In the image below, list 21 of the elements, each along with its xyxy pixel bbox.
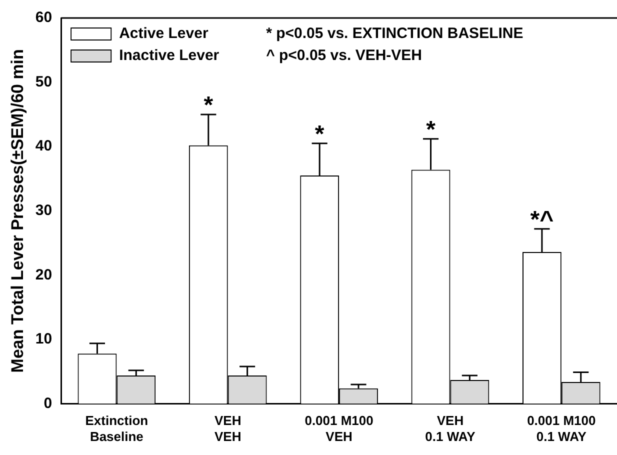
y-tick-label: 0 bbox=[44, 394, 52, 412]
x-tick-label: VEH 0.1 WAY bbox=[425, 413, 476, 444]
y-tick-label: 10 bbox=[35, 330, 52, 348]
y-axis-title: Mean Total Lever Presses(±SEM)/60 min bbox=[8, 49, 27, 373]
annotation: *^ bbox=[530, 206, 554, 234]
y-tick-label: 30 bbox=[35, 202, 52, 220]
annotation: * bbox=[314, 121, 325, 148]
y-tick-label: 20 bbox=[35, 266, 52, 284]
x-tick-label: 0.001 M100 0.1 WAY bbox=[527, 413, 596, 444]
annotation: * bbox=[426, 116, 436, 144]
x-tick-label: Extinction Baseline bbox=[85, 413, 148, 444]
x-tick-label: 0.001 M100 VEH bbox=[304, 413, 374, 444]
legend-label: Inactive Lever bbox=[119, 47, 220, 64]
y-tick-label: 40 bbox=[35, 138, 52, 155]
annotation: * bbox=[204, 92, 214, 120]
annotation: ^ p<0.05 vs. VEH-VEH bbox=[266, 47, 422, 64]
annotation: * p<0.05 vs. EXTINCTION BASELINE bbox=[266, 25, 524, 42]
x-tick-label: VEH VEH bbox=[214, 413, 242, 444]
y-tick-label: 50 bbox=[35, 73, 52, 90]
legend-label: Active Lever bbox=[119, 25, 208, 42]
y-tick-label: 60 bbox=[35, 9, 52, 26]
